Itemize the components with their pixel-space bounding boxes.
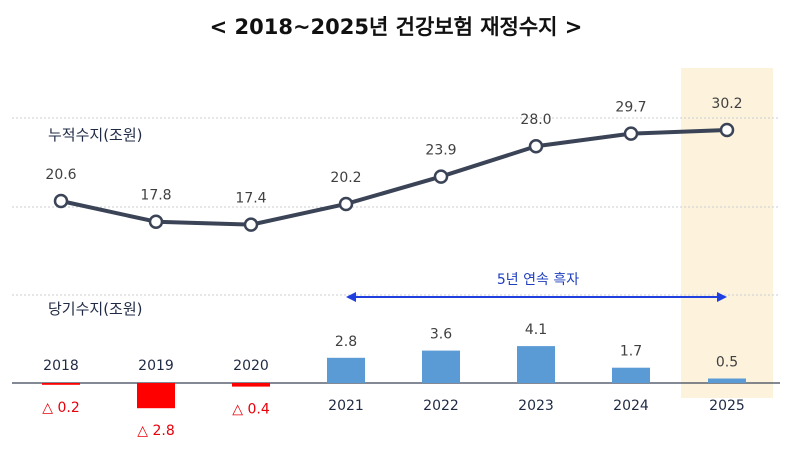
line-value-label-2023: 28.0 bbox=[520, 112, 551, 128]
gridlines bbox=[12, 117, 780, 296]
line-point-2022 bbox=[433, 169, 449, 184]
year-label-2019: 2019 bbox=[138, 358, 174, 374]
annotation-arrow-head-left bbox=[346, 292, 356, 302]
line-value-label-2020: 17.4 bbox=[235, 191, 266, 207]
line-value-label-2018: 20.6 bbox=[45, 167, 76, 183]
bar-series: 2018 △ 0.2 2019 △ 2.8 2020 △ 0.4 2.8 2021 3.6 202… bbox=[42, 322, 746, 439]
line-value-label-2022: 23.9 bbox=[425, 143, 456, 159]
line-point-2020 bbox=[243, 217, 259, 232]
line-point-2024 bbox=[623, 126, 639, 141]
year-label-2024: 2024 bbox=[613, 398, 649, 414]
annotation-arrow-head-right bbox=[717, 292, 727, 302]
line-value-label-2025: 30.2 bbox=[711, 96, 742, 112]
line-value-label-2019: 17.8 bbox=[140, 188, 171, 204]
chart-title: < 2018~2025년 건강보험 재정수지 > bbox=[210, 15, 583, 39]
bar-value-label-2022: 3.6 bbox=[430, 327, 452, 343]
year-label-2021: 2021 bbox=[328, 398, 364, 414]
line-value-label-2021: 20.2 bbox=[330, 170, 361, 186]
bar-value-label-2019: △ 2.8 bbox=[137, 423, 174, 439]
bar-2020 bbox=[232, 383, 270, 387]
bar-2024 bbox=[612, 367, 650, 383]
bar-2025 bbox=[708, 378, 746, 383]
annotation-arrow bbox=[346, 292, 727, 302]
highlight-band-2025 bbox=[681, 68, 773, 398]
line-path bbox=[60, 127, 728, 227]
line-point-2023 bbox=[528, 138, 544, 154]
bar-2023 bbox=[517, 346, 555, 383]
line-point-2018 bbox=[53, 193, 69, 209]
line-section-label: 누적수지(조원) bbox=[48, 126, 143, 144]
bar-2021 bbox=[327, 357, 365, 383]
bar-2018 bbox=[42, 383, 80, 385]
line-series: 20.6 17.8 17.4 20.2 23.9 28.0 29.7 30.2 bbox=[45, 96, 743, 232]
bar-value-label-2024: 1.7 bbox=[620, 344, 642, 360]
line-point-2021 bbox=[338, 196, 354, 212]
year-label-2025: 2025 bbox=[709, 398, 745, 414]
annotation-text: 5년 연속 흑자 bbox=[497, 271, 579, 288]
bar-2019 bbox=[137, 383, 175, 409]
bar-value-label-2018: △ 0.2 bbox=[42, 400, 79, 416]
line-point-2025 bbox=[719, 122, 735, 138]
bar-value-label-2023: 4.1 bbox=[525, 322, 547, 338]
year-label-2020: 2020 bbox=[233, 358, 269, 374]
line-value-label-2024: 29.7 bbox=[615, 100, 646, 116]
year-label-2022: 2022 bbox=[423, 398, 459, 414]
bar-section-label: 당기수지(조원) bbox=[48, 300, 143, 318]
year-label-2018: 2018 bbox=[43, 358, 79, 374]
bar-value-label-2020: △ 0.4 bbox=[232, 402, 270, 418]
bar-2022 bbox=[422, 350, 460, 383]
bar-value-label-2025: 0.5 bbox=[716, 355, 738, 371]
line-point-2019 bbox=[148, 214, 164, 229]
bar-value-label-2021: 2.8 bbox=[335, 334, 357, 350]
year-label-2023: 2023 bbox=[518, 398, 554, 414]
